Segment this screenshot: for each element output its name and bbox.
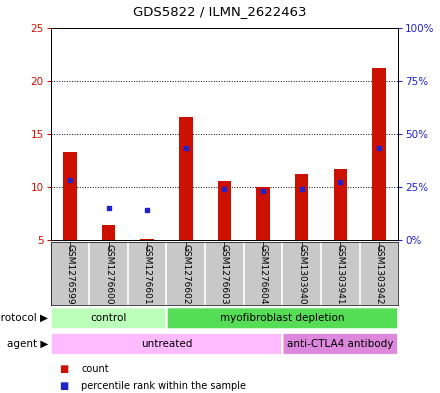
Text: GSM1303941: GSM1303941 — [336, 244, 345, 305]
FancyBboxPatch shape — [51, 308, 166, 329]
FancyBboxPatch shape — [51, 334, 282, 354]
Bar — [179, 117, 193, 240]
Text: GSM1276601: GSM1276601 — [143, 244, 152, 305]
Text: GSM1276602: GSM1276602 — [181, 244, 190, 305]
FancyBboxPatch shape — [167, 308, 397, 329]
Bar — [102, 225, 115, 240]
Bar — [63, 152, 77, 240]
Text: protocol ▶: protocol ▶ — [0, 313, 48, 323]
Bar — [372, 68, 385, 240]
Text: myofibroblast depletion: myofibroblast depletion — [220, 313, 345, 323]
Text: GSM1303942: GSM1303942 — [374, 244, 383, 305]
Bar — [256, 187, 270, 240]
Bar — [218, 181, 231, 240]
Text: control: control — [90, 313, 127, 323]
Text: agent ▶: agent ▶ — [7, 339, 48, 349]
Text: anti-CTLA4 antibody: anti-CTLA4 antibody — [287, 339, 393, 349]
Text: GSM1303940: GSM1303940 — [297, 244, 306, 305]
Bar — [295, 174, 308, 240]
Text: GSM1276603: GSM1276603 — [220, 244, 229, 305]
Text: GDS5822 / ILMN_2622463: GDS5822 / ILMN_2622463 — [133, 5, 307, 18]
Bar — [334, 169, 347, 240]
Text: GSM1276599: GSM1276599 — [66, 244, 74, 305]
Text: count: count — [81, 364, 109, 374]
Bar — [140, 239, 154, 240]
Text: untreated: untreated — [141, 339, 192, 349]
Text: ■: ■ — [59, 380, 69, 391]
Text: GSM1276600: GSM1276600 — [104, 244, 113, 305]
Text: ■: ■ — [59, 364, 69, 374]
Text: percentile rank within the sample: percentile rank within the sample — [81, 380, 246, 391]
Text: GSM1276604: GSM1276604 — [259, 244, 268, 305]
FancyBboxPatch shape — [283, 334, 397, 354]
